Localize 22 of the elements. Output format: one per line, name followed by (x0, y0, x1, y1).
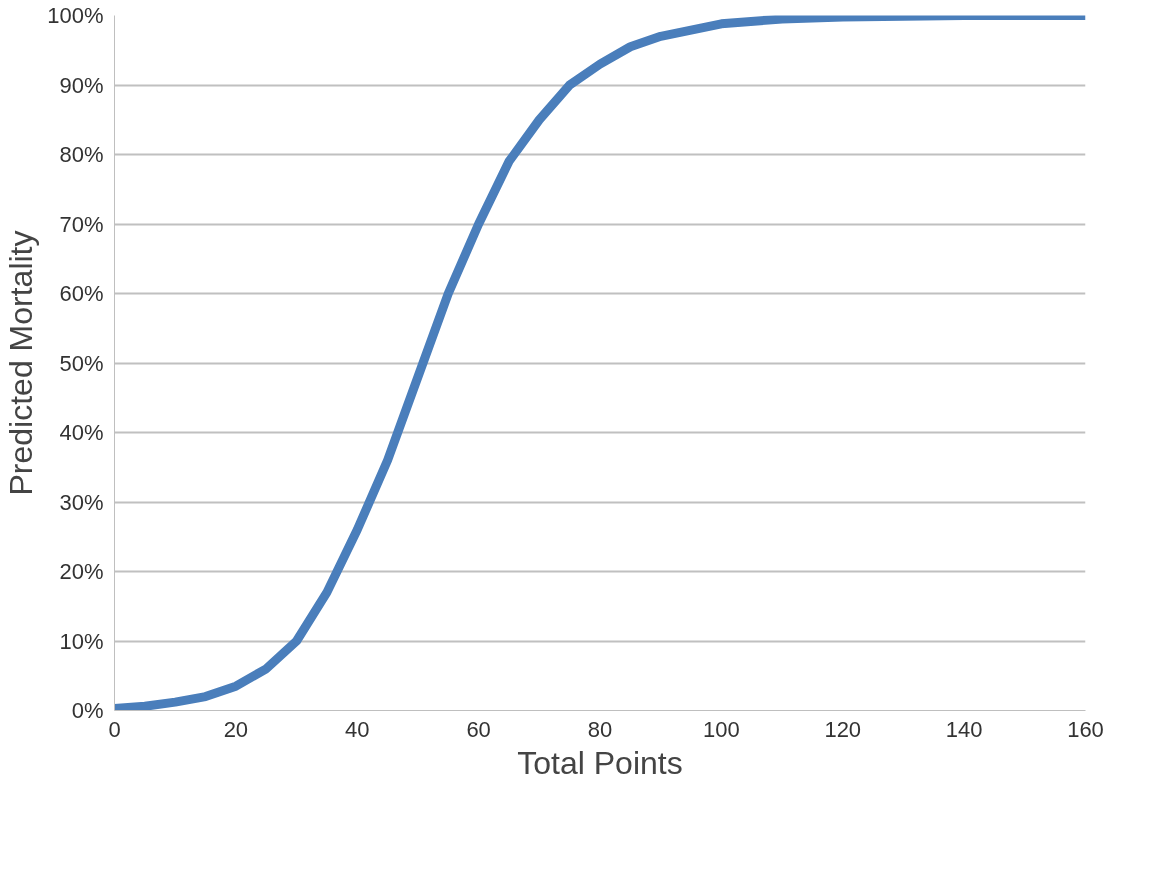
y-tick-label: 20% (59, 559, 104, 584)
x-tick-label: 100 (703, 716, 740, 742)
y-tick-label: 40% (59, 420, 104, 445)
x-tick-label: 20 (223, 716, 249, 742)
x-tick-label: 120 (824, 716, 862, 742)
x-axis-title: Total Points (517, 744, 683, 781)
y-tick-label: 100% (47, 3, 104, 28)
y-axis-title: Predicted Mortality (3, 230, 40, 496)
x-tick-label: 40 (345, 716, 370, 742)
y-tick-label: 10% (59, 628, 104, 654)
x-tick-label: 60 (466, 716, 491, 742)
y-tick-label: 60% (59, 281, 104, 306)
y-tick-label: 80% (59, 142, 104, 167)
y-tick-label: 0% (71, 698, 104, 723)
x-tick-label: 140 (945, 716, 983, 742)
y-tick-label: 70% (59, 211, 104, 237)
y-tick-label: 90% (59, 72, 104, 98)
y-tick-label: 50% (59, 350, 104, 376)
x-tick-label: 0 (108, 716, 121, 742)
x-tick-label: 80 (587, 716, 613, 742)
x-tick-label: 160 (1067, 716, 1104, 742)
y-tick-label: 30% (59, 489, 104, 515)
